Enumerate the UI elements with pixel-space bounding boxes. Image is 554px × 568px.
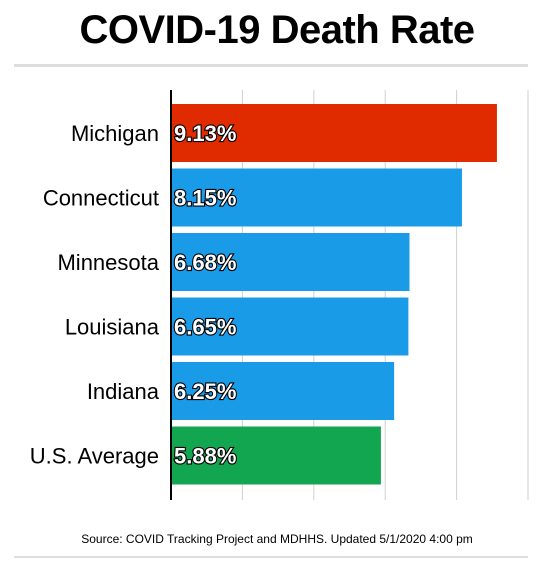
category-label: Indiana [87, 379, 160, 404]
data-label: 5.88% [174, 444, 236, 469]
source-note: Source: COVID Tracking Project and MDHHS… [81, 532, 473, 546]
data-label: 6.65% [174, 315, 236, 340]
title-divider [14, 64, 528, 67]
chart-title: COVID-19 Death Rate [79, 8, 475, 52]
bar [171, 362, 395, 420]
category-label: Michigan [71, 121, 159, 146]
data-label: 6.68% [174, 250, 236, 275]
bar [171, 104, 497, 162]
bar [171, 168, 462, 227]
bar-chart: Michigan 9.13% Connecticut 8.15% Minnesota 6.… [30, 90, 529, 500]
category-label: Connecticut [43, 186, 159, 211]
category-label: Minnesota [57, 250, 159, 275]
data-label: 6.25% [174, 379, 236, 404]
bar [171, 297, 409, 356]
data-label: 9.13% [174, 121, 236, 146]
footer-divider [14, 556, 528, 558]
category-label: Louisiana [65, 315, 160, 340]
data-label: 8.15% [174, 186, 236, 211]
bar [171, 233, 410, 291]
category-label: U.S. Average [30, 444, 159, 469]
bar [171, 426, 381, 485]
